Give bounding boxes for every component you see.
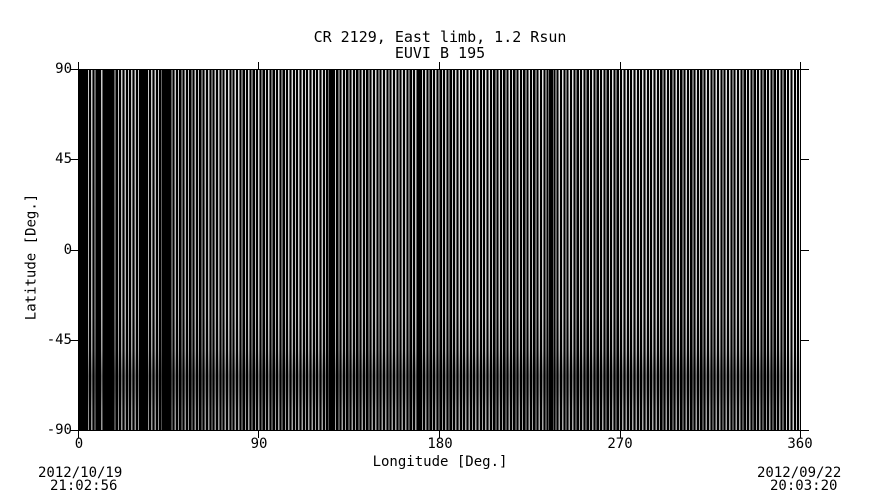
y-tick-mark-left-0 [70, 250, 78, 251]
x-tick-mark-top-90 [258, 62, 259, 69]
chart-title: CR 2129, East limb, 1.2 Rsun [313, 28, 567, 46]
y-tick-mark-right-0 [801, 250, 809, 251]
y-tick-mark-right-45 [801, 159, 809, 160]
y-tick-mark-left--45 [70, 340, 78, 341]
y-tick-label--45: -45 [46, 332, 72, 348]
right-edge-date: 2012/09/22 [757, 465, 842, 481]
x-tick-mark-bottom-360 [800, 431, 801, 438]
x-tick-mark-top-180 [439, 62, 440, 69]
right-edge-time: 20:03:20 [770, 478, 838, 494]
x-tick-mark-top-270 [620, 62, 621, 69]
x-tick-label-360: 360 [787, 436, 813, 452]
y-tick-mark-left--90 [70, 430, 78, 431]
x-tick-mark-bottom-90 [258, 431, 259, 438]
y-axis-title: Latitude [Deg.] [23, 193, 40, 321]
y-tick-mark-left-45 [70, 159, 78, 160]
y-tick-label-0: 0 [63, 242, 72, 258]
x-tick-label-90: 90 [250, 436, 268, 452]
x-tick-label-180: 180 [427, 436, 453, 452]
x-tick-mark-bottom-0 [78, 431, 79, 438]
x-tick-mark-bottom-180 [439, 431, 440, 438]
x-tick-label-270: 270 [607, 436, 633, 452]
y-tick-label-45: 45 [55, 151, 72, 167]
y-tick-mark-right--45 [801, 340, 809, 341]
y-tick-mark-right--90 [801, 430, 809, 431]
y-tick-label--90: -90 [46, 422, 72, 438]
x-tick-mark-bottom-270 [620, 431, 621, 438]
left-edge-time: 21:02:56 [50, 478, 118, 494]
x-axis-title: Longitude [Deg.] [372, 454, 508, 470]
x-tick-mark-top-0 [78, 62, 79, 69]
plot-area [78, 69, 801, 431]
x-tick-label-0: 0 [74, 436, 84, 452]
y-tick-mark-right-90 [801, 69, 809, 70]
y-tick-label-90: 90 [55, 61, 72, 77]
chart-subtitle: EUVI B 195 [394, 44, 486, 62]
y-tick-mark-left-90 [70, 69, 78, 70]
x-tick-mark-top-360 [800, 62, 801, 69]
left-edge-date: 2012/10/19 [38, 465, 123, 481]
